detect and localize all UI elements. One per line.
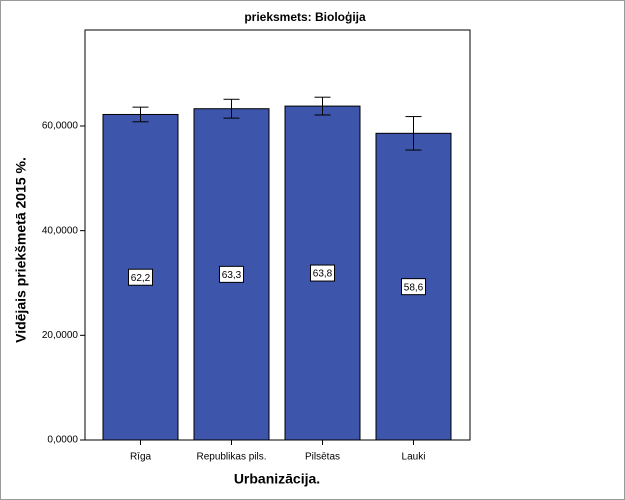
error-bar bbox=[405, 116, 422, 151]
value-label-box bbox=[128, 268, 153, 286]
value-label-box bbox=[219, 265, 244, 283]
value-label: 63,8 bbox=[313, 269, 333, 280]
value-label: 58,6 bbox=[404, 282, 424, 293]
x-tick-label: Pilsētas bbox=[305, 452, 340, 463]
y-tick-label: 40,0000 bbox=[42, 225, 79, 236]
x-axis-label: Urbanizācija. bbox=[234, 471, 320, 487]
value-label: 63,3 bbox=[222, 270, 242, 281]
chart-title: prieksmets: Bioloģija bbox=[244, 10, 366, 24]
x-tick-label: Republikas pils. bbox=[196, 452, 266, 463]
y-tick-label: 20,0000 bbox=[42, 330, 79, 341]
error-bar bbox=[314, 96, 331, 116]
x-tick-label: Rīga bbox=[130, 452, 152, 463]
value-label-box bbox=[401, 278, 426, 296]
error-bar bbox=[223, 98, 240, 119]
y-tick-label: 60,0000 bbox=[42, 121, 79, 132]
value-label-box bbox=[310, 264, 335, 282]
y-tick-label: 0,0000 bbox=[47, 435, 78, 446]
x-tick-label: Lauki bbox=[402, 452, 426, 463]
value-label: 62,2 bbox=[131, 273, 151, 284]
error-bar bbox=[132, 106, 149, 123]
y-axis-label: Vidējais priekšmetā 2015 %. bbox=[13, 157, 29, 343]
